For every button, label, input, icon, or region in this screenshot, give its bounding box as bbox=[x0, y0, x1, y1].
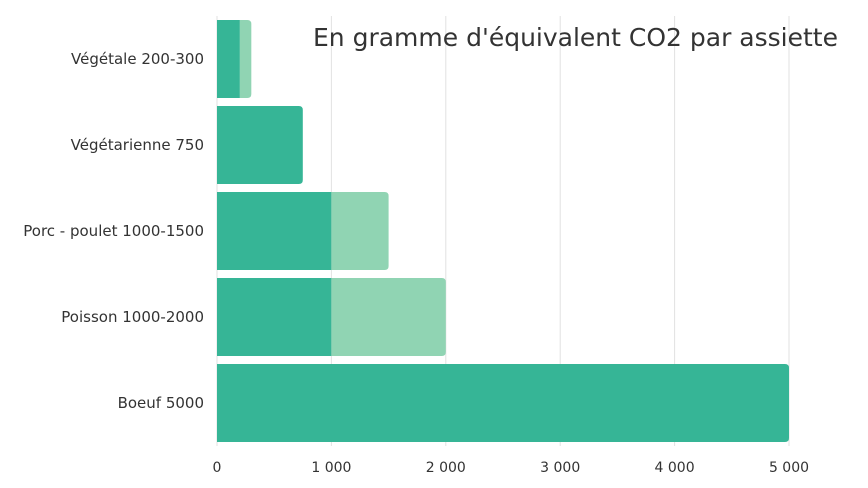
bar-segment bbox=[217, 106, 303, 184]
bar-segment bbox=[217, 278, 332, 356]
bar-segment bbox=[331, 192, 389, 270]
bars bbox=[217, 20, 789, 442]
category-label: Végétarienne 750 bbox=[71, 136, 204, 154]
bar-segment bbox=[331, 278, 446, 356]
x-tick-label: 4 000 bbox=[655, 460, 695, 476]
category-label: Poisson 1000-2000 bbox=[61, 308, 204, 326]
category-label: Végétale 200-300 bbox=[71, 50, 204, 68]
x-tick-labels: 0 1 000 2 000 3 000 4 000 5 000 bbox=[213, 460, 810, 476]
bar-segment bbox=[217, 192, 332, 270]
chart-title: En gramme d'équivalent CO2 par assiette bbox=[313, 23, 838, 52]
category-labels: Végétale 200-300 Végétarienne 750 Porc - p… bbox=[23, 50, 204, 412]
bar-segment bbox=[217, 364, 789, 442]
x-tick-label: 2 000 bbox=[426, 460, 466, 476]
x-tick-label: 5 000 bbox=[769, 460, 809, 476]
bar-segment bbox=[239, 20, 252, 98]
bar-segment bbox=[217, 20, 240, 98]
category-label: Boeuf 5000 bbox=[118, 394, 204, 412]
x-tick-label: 0 bbox=[213, 460, 222, 476]
x-tick-label: 3 000 bbox=[540, 460, 580, 476]
x-tick-label: 1 000 bbox=[311, 460, 351, 476]
category-label: Porc - poulet 1000-1500 bbox=[23, 222, 204, 240]
